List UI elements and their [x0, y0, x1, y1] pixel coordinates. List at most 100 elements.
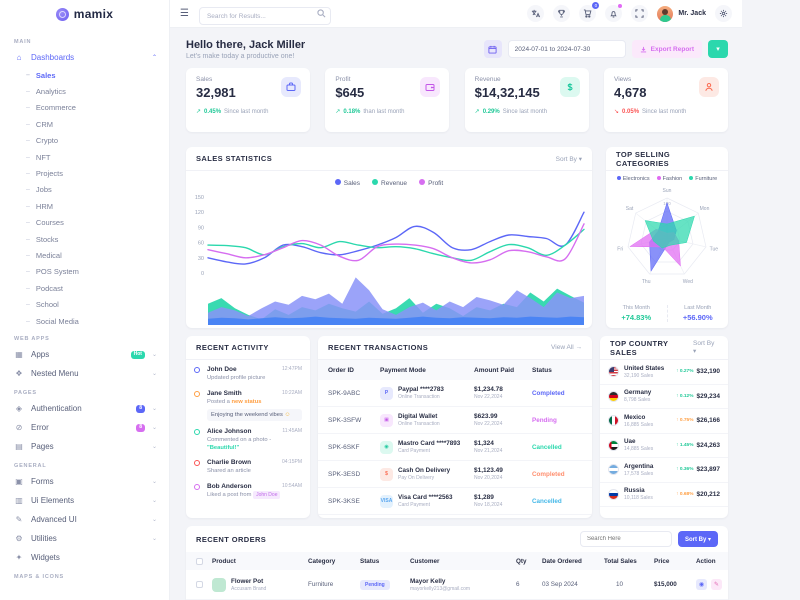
sidebar-item-advanced-ui[interactable]: ✎ Advanced UI ⌄: [15, 515, 157, 525]
fullscreen-icon[interactable]: [631, 5, 649, 22]
filter-dropdown-button[interactable]: ▾: [708, 40, 728, 58]
select-all-checkbox[interactable]: [196, 557, 203, 565]
date-range-input[interactable]: [507, 40, 626, 58]
sort-by-dropdown[interactable]: Sort By ▾: [555, 155, 582, 163]
orders-sort-button[interactable]: Sort By ▾: [677, 531, 718, 547]
cart-icon[interactable]: 0: [579, 2, 600, 22]
country-row[interactable]: Russia 10,118 Sales ↑ 0.68% $20,212: [600, 483, 728, 507]
legend-item-sales[interactable]: Sales: [334, 179, 360, 187]
sidebar-subitem-nft[interactable]: NFT: [0, 149, 169, 165]
transaction-row[interactable]: SPK-3SFW ▣ Digital Wallet Online Transact…: [318, 407, 592, 434]
sidebar-item-apps[interactable]: ▦ Apps Hot ⌄: [15, 350, 157, 360]
activity-link[interactable]: new status: [231, 398, 262, 405]
sales-statistics-panel: SALES STATISTICS Sort By ▾ Sales Revenue P…: [186, 147, 592, 328]
notification-dot: [618, 4, 623, 8]
sidebar-subitem-crm[interactable]: CRM: [0, 116, 169, 132]
activity-user[interactable]: Jane Smith: [207, 389, 242, 397]
search-icon: [317, 8, 326, 17]
export-report-button[interactable]: Export Report: [631, 40, 702, 58]
country-sales-count: 16,885 Sales: [624, 421, 654, 428]
nav-section-label: PAGES: [14, 390, 37, 397]
sidebar-item-ui-elements[interactable]: ▥ Ui Elements ⌄: [15, 496, 157, 506]
sidebar-item-authentication[interactable]: ◈ Authentication 8 ⌄: [15, 404, 157, 414]
legend-item-electronics[interactable]: Electronics: [616, 176, 650, 182]
amount-paid: $1,123.49: [474, 467, 503, 474]
chevron-down-icon: ⌄: [151, 517, 157, 524]
transaction-row[interactable]: SPK-3KSE VISA Visa Card ****2563 Card Pay…: [318, 488, 592, 515]
activity-user[interactable]: Charlie Brown: [207, 459, 252, 467]
transaction-row[interactable]: SPK-3ESD $ Cash On Delivery Pay On Delive…: [318, 461, 592, 488]
sidebar-subitem-hrm[interactable]: HRM: [0, 198, 169, 214]
amount-paid: $1,324: [474, 440, 494, 447]
sidebar-subitem-crypto[interactable]: Crypto: [0, 133, 169, 149]
country-row[interactable]: Uae 14,885 Sales ↑ 1.45% $24,263: [600, 434, 728, 458]
order-id: SPK-3SFW: [328, 416, 362, 424]
sidebar-subitem-stocks[interactable]: Stocks: [0, 231, 169, 247]
country-row[interactable]: Argentina 17,578 Sales ↑ 0.36% $23,897: [600, 458, 728, 483]
transaction-row[interactable]: SPK-9ABC P Paypal ****2783 Online Transac…: [318, 380, 592, 407]
order-row[interactable]: Flower Pot Accusam Brand Furniture Pendin…: [186, 570, 728, 600]
sidebar-subitem-school[interactable]: School: [0, 296, 169, 312]
rewards-cup-icon[interactable]: [553, 5, 571, 22]
sidebar-subitem-ecommerce[interactable]: Ecommerce: [0, 100, 169, 116]
edit-order-icon[interactable]: ✎: [711, 579, 722, 590]
country-row[interactable]: Germany 8,798 Sales ↑ 0.12% $29,234: [600, 385, 728, 409]
svg-text:90: 90: [198, 225, 204, 231]
sidebar-subitem-social-media[interactable]: Social Media: [0, 313, 169, 329]
country-row[interactable]: Mexico 16,885 Sales ↑ 0.75% $26,166: [600, 409, 728, 434]
country-row[interactable]: United States 32,190 Sales ↑ 0.27% $32,19…: [600, 360, 728, 385]
order-id: SPK-6SKF: [328, 443, 360, 451]
column-header: Order ID: [328, 366, 355, 374]
sidebar-subitem-courses[interactable]: Courses: [0, 215, 169, 231]
sidebar-subitem-analytics[interactable]: Analytics: [0, 83, 169, 99]
transaction-row[interactable]: SPK-6SKF ◉ Mastro Card ****7893 Card Paym…: [318, 434, 592, 461]
transaction-status: Cancelled: [532, 497, 562, 505]
lock-icon: ◈: [15, 404, 23, 414]
legend-item-profit[interactable]: Profit: [419, 179, 443, 187]
sidebar-subitem-podcast[interactable]: Podcast: [0, 280, 169, 296]
sidebar-item-widgets[interactable]: ✦ Widgets: [15, 553, 60, 563]
sidebar-item-error[interactable]: ⊘ Error 8 ⌄: [15, 423, 157, 433]
sidebar-subitem-medical[interactable]: Medical: [0, 247, 169, 263]
legend-item-revenue[interactable]: Revenue: [372, 179, 407, 187]
search-input[interactable]: [198, 7, 331, 25]
language-icon[interactable]: [527, 5, 545, 22]
view-all-link[interactable]: View All →: [551, 344, 582, 351]
activity-user-badge[interactable]: John Doe: [253, 490, 281, 499]
svg-text:Sun: Sun: [663, 188, 672, 194]
sort-by-dropdown[interactable]: Sort By ▾: [693, 340, 715, 355]
smiley-icon: ☺: [284, 412, 291, 419]
legend-item-fashion[interactable]: Fashion: [656, 176, 682, 182]
sidebar-subitem-pos-system[interactable]: POS System: [0, 264, 169, 280]
activity-link[interactable]: "Beautiful!": [207, 444, 240, 451]
orders-search-input[interactable]: [579, 531, 672, 547]
sidebar-item-dashboards[interactable]: ⌂ Dashboards ⌃: [0, 48, 169, 67]
sidebar-item-pages[interactable]: ▤ Pages ⌄: [15, 442, 157, 452]
column-header: Amount Paid: [474, 366, 515, 374]
user-menu[interactable]: Mr. Jack: [657, 5, 706, 22]
activity-item: Bob Anderson 10:54AM Liked a post from Jo…: [194, 483, 302, 500]
briefcase-icon: [281, 77, 301, 97]
row-checkbox[interactable]: [196, 581, 203, 588]
view-order-icon[interactable]: ◉: [696, 579, 707, 590]
user-name: Mr. Jack: [678, 10, 706, 17]
settings-gear-icon[interactable]: [715, 5, 732, 22]
sidebar-subitem-jobs[interactable]: Jobs: [0, 182, 169, 198]
legend-item-furniture[interactable]: Furniture: [689, 176, 717, 182]
activity-user[interactable]: John Doe: [207, 366, 237, 373]
sidebar-item-utilities[interactable]: ⚙ Utilities ⌄: [15, 534, 157, 544]
sidebar-item-forms[interactable]: ▣ Forms ⌄: [15, 477, 157, 487]
calendar-icon[interactable]: [483, 40, 502, 58]
svg-text:150: 150: [195, 195, 204, 201]
payment-method-icon: ◉: [380, 440, 393, 454]
activity-user[interactable]: Bob Anderson: [207, 482, 252, 490]
activity-user[interactable]: Alice Johnson: [207, 428, 252, 436]
chevron-down-icon: ⌄: [151, 425, 157, 432]
sidebar-subitem-sales[interactable]: Sales: [0, 67, 169, 83]
sidebar-subitem-projects[interactable]: Projects: [0, 165, 169, 181]
sidebar-item-nested-menu[interactable]: ❖ Nested Menu ⌄: [15, 369, 157, 379]
brand-logo[interactable]: mamix: [0, 0, 169, 28]
notifications-bell-icon[interactable]: [605, 4, 623, 22]
global-search: [198, 5, 331, 25]
menu-toggle-icon[interactable]: ☰: [180, 8, 189, 19]
